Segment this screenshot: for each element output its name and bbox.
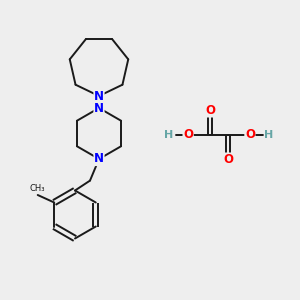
Text: N: N: [94, 89, 104, 103]
Text: H: H: [265, 130, 274, 140]
Text: N: N: [94, 101, 104, 115]
Text: H: H: [164, 130, 173, 140]
Text: O: O: [223, 153, 233, 166]
Text: N: N: [94, 152, 104, 166]
Text: O: O: [245, 128, 255, 142]
Text: CH₃: CH₃: [30, 184, 46, 193]
Text: O: O: [205, 104, 215, 117]
Text: O: O: [183, 128, 193, 142]
